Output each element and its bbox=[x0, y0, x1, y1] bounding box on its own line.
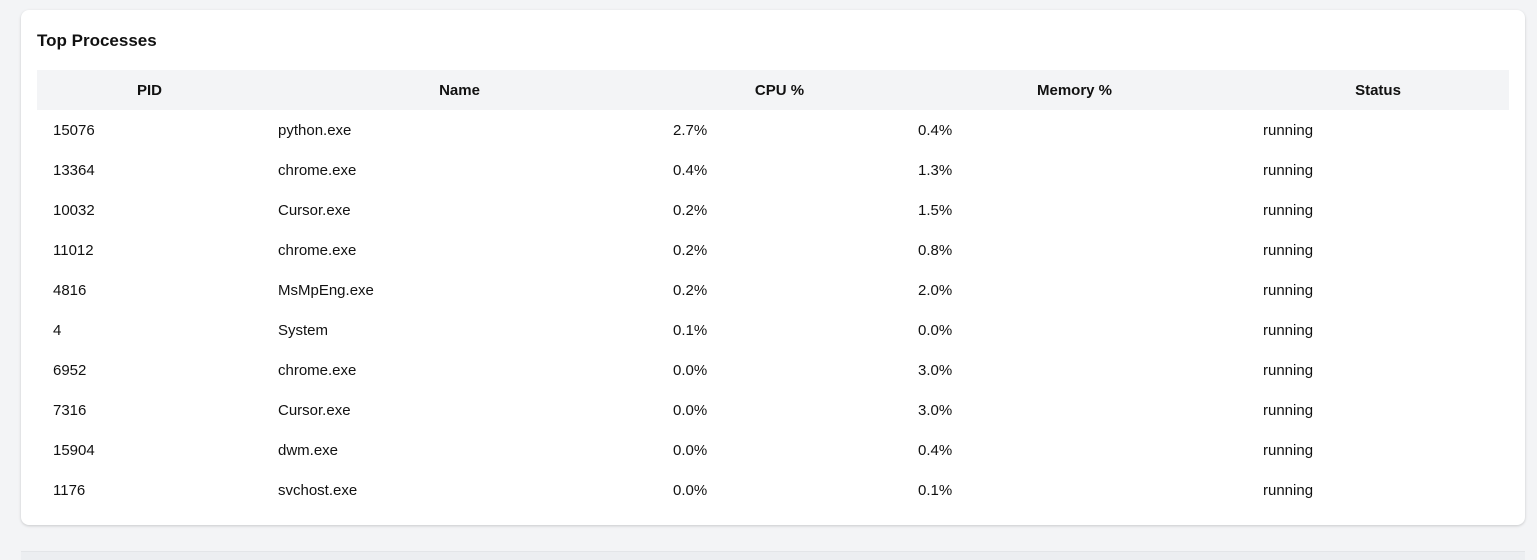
table-row: 13364 chrome.exe 0.4% 1.3% running bbox=[37, 150, 1509, 190]
column-header-status[interactable]: Status bbox=[1355, 81, 1401, 99]
cell-status: running bbox=[1263, 441, 1314, 459]
cell-pid: 1176 bbox=[53, 481, 86, 499]
cell-name: MsMpEng.exe bbox=[278, 281, 374, 299]
cell-pid: 7316 bbox=[53, 401, 87, 419]
table-row: 7316 Cursor.exe 0.0% 3.0% running bbox=[37, 390, 1509, 430]
column-header-memory[interactable]: Memory % bbox=[1036, 81, 1113, 99]
table-row: 4816 MsMpEng.exe 0.2% 2.0% running bbox=[37, 270, 1509, 310]
cell-status: running bbox=[1263, 161, 1314, 179]
processes-table: PID Name CPU % Memory % Status 15076 pyt… bbox=[37, 70, 1509, 510]
table-header: PID Name CPU % Memory % Status bbox=[37, 70, 1509, 110]
table-row: 15904 dwm.exe 0.0% 0.4% running bbox=[37, 430, 1509, 470]
table-row: 4 System 0.1% 0.0% running bbox=[37, 310, 1509, 350]
cell-status: running bbox=[1263, 121, 1314, 139]
cell-name: python.exe bbox=[278, 121, 352, 139]
cell-memory: 3.0% bbox=[918, 361, 953, 379]
cell-status: running bbox=[1263, 401, 1314, 419]
cell-pid: 13364 bbox=[53, 161, 95, 179]
header-row: PID Name CPU % Memory % Status bbox=[37, 70, 1509, 110]
cell-status: running bbox=[1263, 321, 1314, 339]
cell-cpu: 2.7% bbox=[673, 121, 708, 139]
cell-cpu: 0.2% bbox=[673, 241, 708, 259]
cell-name: dwm.exe bbox=[278, 441, 339, 459]
table-row: 15076 python.exe 2.7% 0.4% running bbox=[37, 110, 1509, 150]
cell-status: running bbox=[1263, 281, 1314, 299]
next-card-edge bbox=[21, 551, 1525, 560]
cell-memory: 0.4% bbox=[918, 121, 953, 139]
cell-cpu: 0.4% bbox=[673, 161, 708, 179]
cell-memory: 3.0% bbox=[918, 401, 953, 419]
cell-pid: 6952 bbox=[53, 361, 87, 379]
cell-cpu: 0.0% bbox=[673, 481, 708, 499]
table-row: 10032 Cursor.exe 0.2% 1.5% running bbox=[37, 190, 1509, 230]
cell-name: chrome.exe bbox=[278, 361, 357, 379]
cell-memory: 0.4% bbox=[918, 441, 953, 459]
cell-status: running bbox=[1263, 241, 1314, 259]
cell-name: System bbox=[278, 321, 329, 339]
cell-cpu: 0.2% bbox=[673, 201, 708, 219]
cell-name: svchost.exe bbox=[278, 481, 358, 499]
cell-name: Cursor.exe bbox=[278, 401, 351, 419]
cell-cpu: 0.1% bbox=[673, 321, 708, 339]
table-row: 6952 chrome.exe 0.0% 3.0% running bbox=[37, 350, 1509, 390]
cell-pid: 4 bbox=[53, 321, 62, 339]
top-processes-card: Top Processes PID Name CPU % Memory % St… bbox=[21, 10, 1525, 525]
cell-pid: 15076 bbox=[53, 121, 95, 139]
cell-cpu: 0.0% bbox=[673, 401, 708, 419]
cell-memory: 0.0% bbox=[918, 321, 953, 339]
column-header-cpu[interactable]: CPU % bbox=[754, 81, 805, 99]
cell-name: chrome.exe bbox=[278, 161, 357, 179]
cell-pid: 10032 bbox=[53, 201, 95, 219]
cell-status: running bbox=[1263, 481, 1314, 499]
cell-pid: 15904 bbox=[53, 441, 95, 459]
table-row: 11012 chrome.exe 0.2% 0.8% running bbox=[37, 230, 1509, 270]
cell-status: running bbox=[1263, 361, 1314, 379]
cell-cpu: 0.0% bbox=[673, 361, 708, 379]
cell-pid: 11012 bbox=[53, 241, 94, 259]
cell-cpu: 0.0% bbox=[673, 441, 708, 459]
column-header-pid[interactable]: PID bbox=[136, 81, 162, 99]
cell-cpu: 0.2% bbox=[673, 281, 708, 299]
cell-memory: 1.3% bbox=[918, 161, 953, 179]
cell-name: Cursor.exe bbox=[278, 201, 351, 219]
table-body: 15076 python.exe 2.7% 0.4% running 13364… bbox=[37, 110, 1509, 510]
cell-memory: 1.5% bbox=[918, 201, 953, 219]
cell-pid: 4816 bbox=[53, 281, 87, 299]
table-row: 1176 svchost.exe 0.0% 0.1% running bbox=[37, 470, 1509, 510]
column-header-name[interactable]: Name bbox=[439, 81, 480, 99]
cell-name: chrome.exe bbox=[278, 241, 357, 259]
card-title: Top Processes bbox=[37, 31, 157, 50]
cell-memory: 0.1% bbox=[918, 481, 953, 499]
cell-memory: 2.0% bbox=[918, 281, 953, 299]
cell-status: running bbox=[1263, 201, 1314, 219]
cell-memory: 0.8% bbox=[918, 241, 953, 259]
